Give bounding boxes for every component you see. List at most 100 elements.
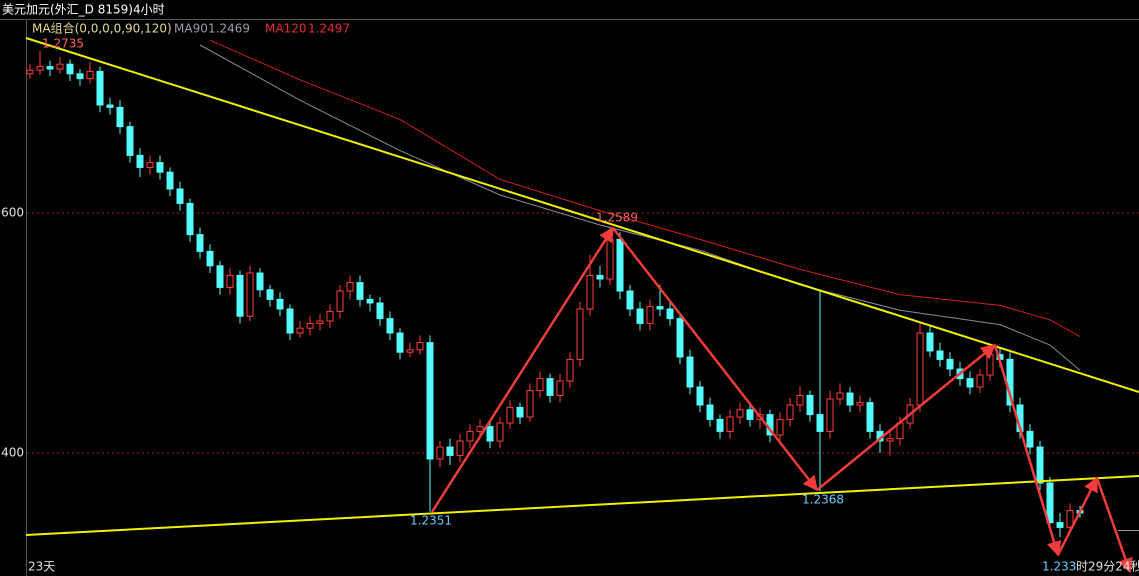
candle-body [656,306,664,310]
candle-body [696,386,704,406]
candle-body [156,162,164,173]
candle-body [306,322,314,329]
candle-body [126,126,134,156]
candle-body [166,171,174,190]
candle-body [796,394,804,406]
indicator-label: MA组合(0,0,0,0,90,120) [32,21,172,36]
countdown: 时29分24秒 [1076,560,1139,574]
candle-body [46,66,54,70]
candle-body [726,416,734,432]
candle-body [686,356,694,388]
low-label: 1.233 [1042,560,1076,574]
candle-body [976,374,984,388]
candle-body [196,234,204,252]
candle-body [936,350,944,360]
candle-body [296,327,304,334]
candle-body [406,349,414,353]
candle-body [676,318,684,358]
legend-value: 1.2469 [208,22,250,36]
candle-body [556,380,564,396]
candle-body [486,426,494,442]
candle-body [436,446,444,460]
candle-body [346,282,354,292]
candle-body [576,308,584,360]
legend-name: MA120 [265,22,306,36]
candle-body [636,308,644,324]
candle-body [526,390,534,418]
trend-line [25,475,1139,536]
trend-lines [25,37,1139,574]
candle-body [606,238,614,280]
candle-body [476,426,484,432]
candle-body [886,438,894,442]
candle-body [516,406,524,418]
candle-body [496,422,504,442]
candle-body [136,154,144,168]
candle-body [736,409,744,418]
candle-body [76,73,84,80]
chart-title: 美元加元(外汇_D 8159)4小时 [2,3,165,17]
candle-body [596,274,604,280]
candle-body [116,106,124,128]
arrow [430,226,615,513]
trend-line [25,37,1139,393]
candle-body [786,404,794,420]
candle-body [816,414,824,432]
candle-body [186,202,194,236]
candle-body [66,63,74,75]
candle-body [176,188,184,204]
candle-body [1066,510,1074,528]
candle-body [866,402,874,432]
arrow [612,227,818,492]
candle-body [846,392,854,406]
arrow [816,344,997,491]
candle-body [316,320,324,324]
legend-value: 1.2497 [308,22,350,36]
candle-body [806,394,814,416]
candle-body [836,392,844,400]
footer: 23天 [28,560,55,574]
candle-body [216,265,224,288]
candle-body [856,402,864,406]
candle-body [386,318,394,334]
candle-body [506,406,514,424]
candle-body [926,332,934,352]
candle-body [426,342,434,460]
low-label: 1.2368 [802,493,844,507]
candle-body [536,378,544,392]
candle-body [946,358,954,370]
candle-body [546,378,554,396]
candle-body [986,354,994,376]
candle-body [26,69,34,75]
candle-body [36,66,44,71]
candle-body [416,342,424,351]
candle-body [336,290,344,312]
arrow [993,344,1062,557]
candle-body [966,378,974,388]
candle-body [146,162,154,168]
candle-body [1046,482,1054,524]
ma-line [209,39,1081,338]
candle-body [106,104,114,108]
candle-body [586,274,594,310]
candle-body [1036,446,1044,484]
candle-body [276,298,284,310]
candle-body [566,358,574,382]
candle-body [916,332,924,406]
candle-body [396,332,404,353]
legend-name: MA90 [174,22,208,36]
candle-body [826,398,834,432]
candle-body [246,272,254,317]
ma-line [199,44,1081,371]
high-label: 1.2589 [596,211,638,225]
candle-body [266,289,274,300]
arrow [1095,477,1133,574]
candle-body [366,298,374,304]
candle-body [706,404,714,420]
candle-body [96,70,104,106]
candle-body [646,306,654,324]
candle-body [86,70,94,80]
candle-body [356,282,364,300]
